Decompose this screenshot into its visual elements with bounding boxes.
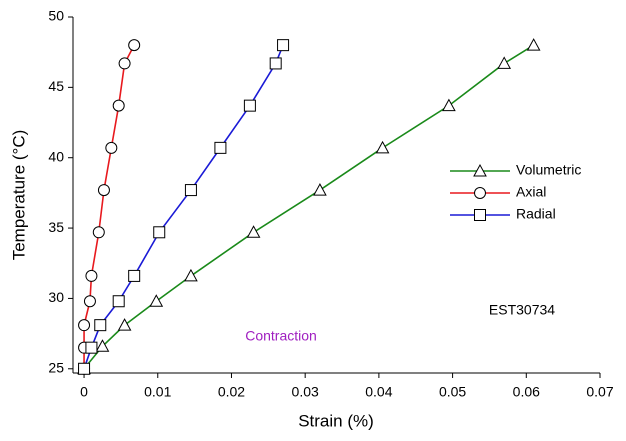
marker: [313, 183, 327, 196]
y-axis-label: Temperature (°C): [9, 130, 28, 261]
series-line: [83, 44, 135, 369]
marker: [128, 39, 141, 52]
marker: [92, 226, 105, 239]
annotation: Contraction: [245, 328, 317, 344]
marker: [78, 319, 91, 332]
marker: [442, 98, 456, 112]
y-tick-label: 35: [48, 219, 64, 235]
marker: [85, 341, 98, 354]
legend-label: Volumetric: [516, 162, 581, 178]
legend-marker: [474, 187, 486, 199]
legend-label: Axial: [516, 184, 546, 200]
x-tick-label: 0.02: [218, 384, 245, 400]
marker: [277, 39, 290, 52]
marker: [375, 140, 390, 154]
marker: [526, 38, 541, 51]
x-tick-label: 0.05: [439, 384, 466, 400]
x-tick-label: 0.03: [292, 384, 319, 400]
marker: [184, 184, 197, 197]
y-tick-label: 45: [48, 78, 64, 94]
y-tick-label: 50: [48, 8, 64, 24]
series-line: [83, 44, 284, 370]
marker: [95, 339, 110, 352]
marker: [83, 295, 96, 308]
marker: [153, 226, 166, 239]
marker: [269, 57, 282, 70]
marker: [117, 318, 132, 331]
marker: [94, 319, 107, 332]
y-tick-label: 30: [48, 289, 64, 305]
marker: [184, 268, 198, 282]
marker: [497, 56, 512, 69]
marker: [246, 225, 261, 238]
marker: [118, 57, 131, 70]
legend-marker: [473, 163, 487, 177]
legend-marker: [474, 209, 486, 221]
x-tick-label: 0: [80, 384, 88, 400]
series-line: [83, 44, 535, 370]
marker: [105, 141, 118, 154]
marker: [78, 362, 91, 375]
marker: [214, 141, 227, 154]
x-tick-label: 0.01: [144, 384, 171, 400]
marker: [85, 269, 98, 282]
y-tick-label: 40: [48, 148, 64, 164]
marker: [112, 99, 125, 112]
x-axis-label: Strain (%): [298, 411, 374, 430]
legend-label: Radial: [516, 206, 556, 222]
marker: [112, 295, 125, 308]
x-tick-label: 0.04: [365, 384, 392, 400]
x-tick-label: 0.07: [586, 384, 613, 400]
marker: [97, 184, 110, 197]
y-tick-label: 25: [48, 359, 64, 375]
x-tick-label: 0.06: [513, 384, 540, 400]
annotation: EST30734: [489, 302, 555, 318]
marker: [149, 294, 164, 307]
marker: [128, 269, 141, 282]
marker: [243, 99, 256, 112]
